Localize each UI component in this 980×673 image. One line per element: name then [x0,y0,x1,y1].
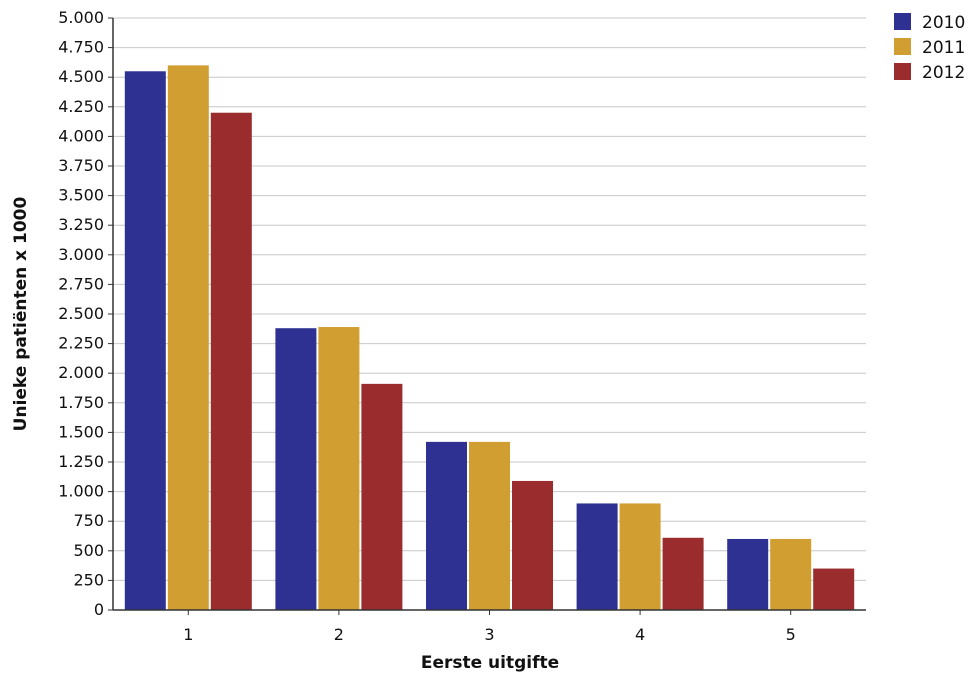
bar-2010-cat-3 [426,441,467,610]
y-tick-label: 3.250 [58,215,104,234]
bar-2011-cat-5 [770,538,812,610]
bar-2011-cat-1 [167,65,209,611]
y-tick-label: 4.250 [58,97,104,116]
y-tick-label: 1.250 [58,452,104,471]
x-axis-title: Eerste uitgifte [421,653,559,673]
y-tick-label: 3.000 [58,245,104,264]
bar-2012-cat-1 [210,112,252,610]
x-tick-label: 5 [786,625,796,644]
bar-2012-cat-5 [813,568,855,610]
bar-2010-cat-2 [275,328,317,610]
y-axis-title: Unieke patiënten x 1000 [11,197,31,432]
y-tick-label: 250 [73,570,104,589]
y-tick-label: 3.500 [58,186,104,205]
legend-label-2011: 2011 [922,38,965,58]
legend-swatch-2011 [894,38,911,55]
y-tick-label: 2.000 [58,363,104,382]
x-tick-label: 3 [484,625,494,644]
x-tick-label: 2 [334,625,344,644]
y-tick-label: 5.000 [58,8,104,27]
y-tick-label: 2.500 [58,304,104,323]
y-tick-label: 4.500 [58,67,104,86]
bar-2012-cat-3 [512,480,553,610]
y-tick-labels: 0 250 500 750 1.000 1.250 1.500 1.750 2.000 2.250… [58,8,113,619]
bar-2011-cat-3 [469,441,510,610]
legend-label-2010: 2010 [922,13,965,33]
y-tick-label: 3.750 [58,156,104,175]
y-tick-label: 0 [94,600,104,619]
x-tick-label: 4 [635,625,645,644]
y-tick-label: 1.000 [58,482,104,501]
y-tick-label: 1.750 [58,393,104,412]
y-tick-label: 750 [73,511,104,530]
y-tick-label: 2.750 [58,274,104,293]
y-tick-label: 500 [73,541,104,560]
bars [124,65,855,611]
bar-2012-cat-2 [361,383,403,610]
legend-swatch-2012 [894,63,911,80]
y-tick-label: 1.500 [58,422,104,441]
y-tick-label: 4.750 [58,38,104,57]
bar-2011-cat-2 [318,327,360,610]
legend-label-2012: 2012 [922,63,965,83]
bar-2012-cat-4 [662,537,704,610]
legend-swatch-2010 [894,13,911,30]
bar-2010-cat-5 [727,538,769,610]
y-tick-label: 4.000 [58,126,104,145]
legend: 2010 2011 2012 [894,13,965,83]
x-tick-labels: 1 2 3 4 5 [183,610,796,644]
bar-2010-cat-4 [576,503,618,610]
bar-2011-cat-4 [619,503,661,610]
y-tick-label: 2.250 [58,334,104,353]
bar-2010-cat-1 [124,71,166,610]
x-tick-label: 1 [183,625,193,644]
